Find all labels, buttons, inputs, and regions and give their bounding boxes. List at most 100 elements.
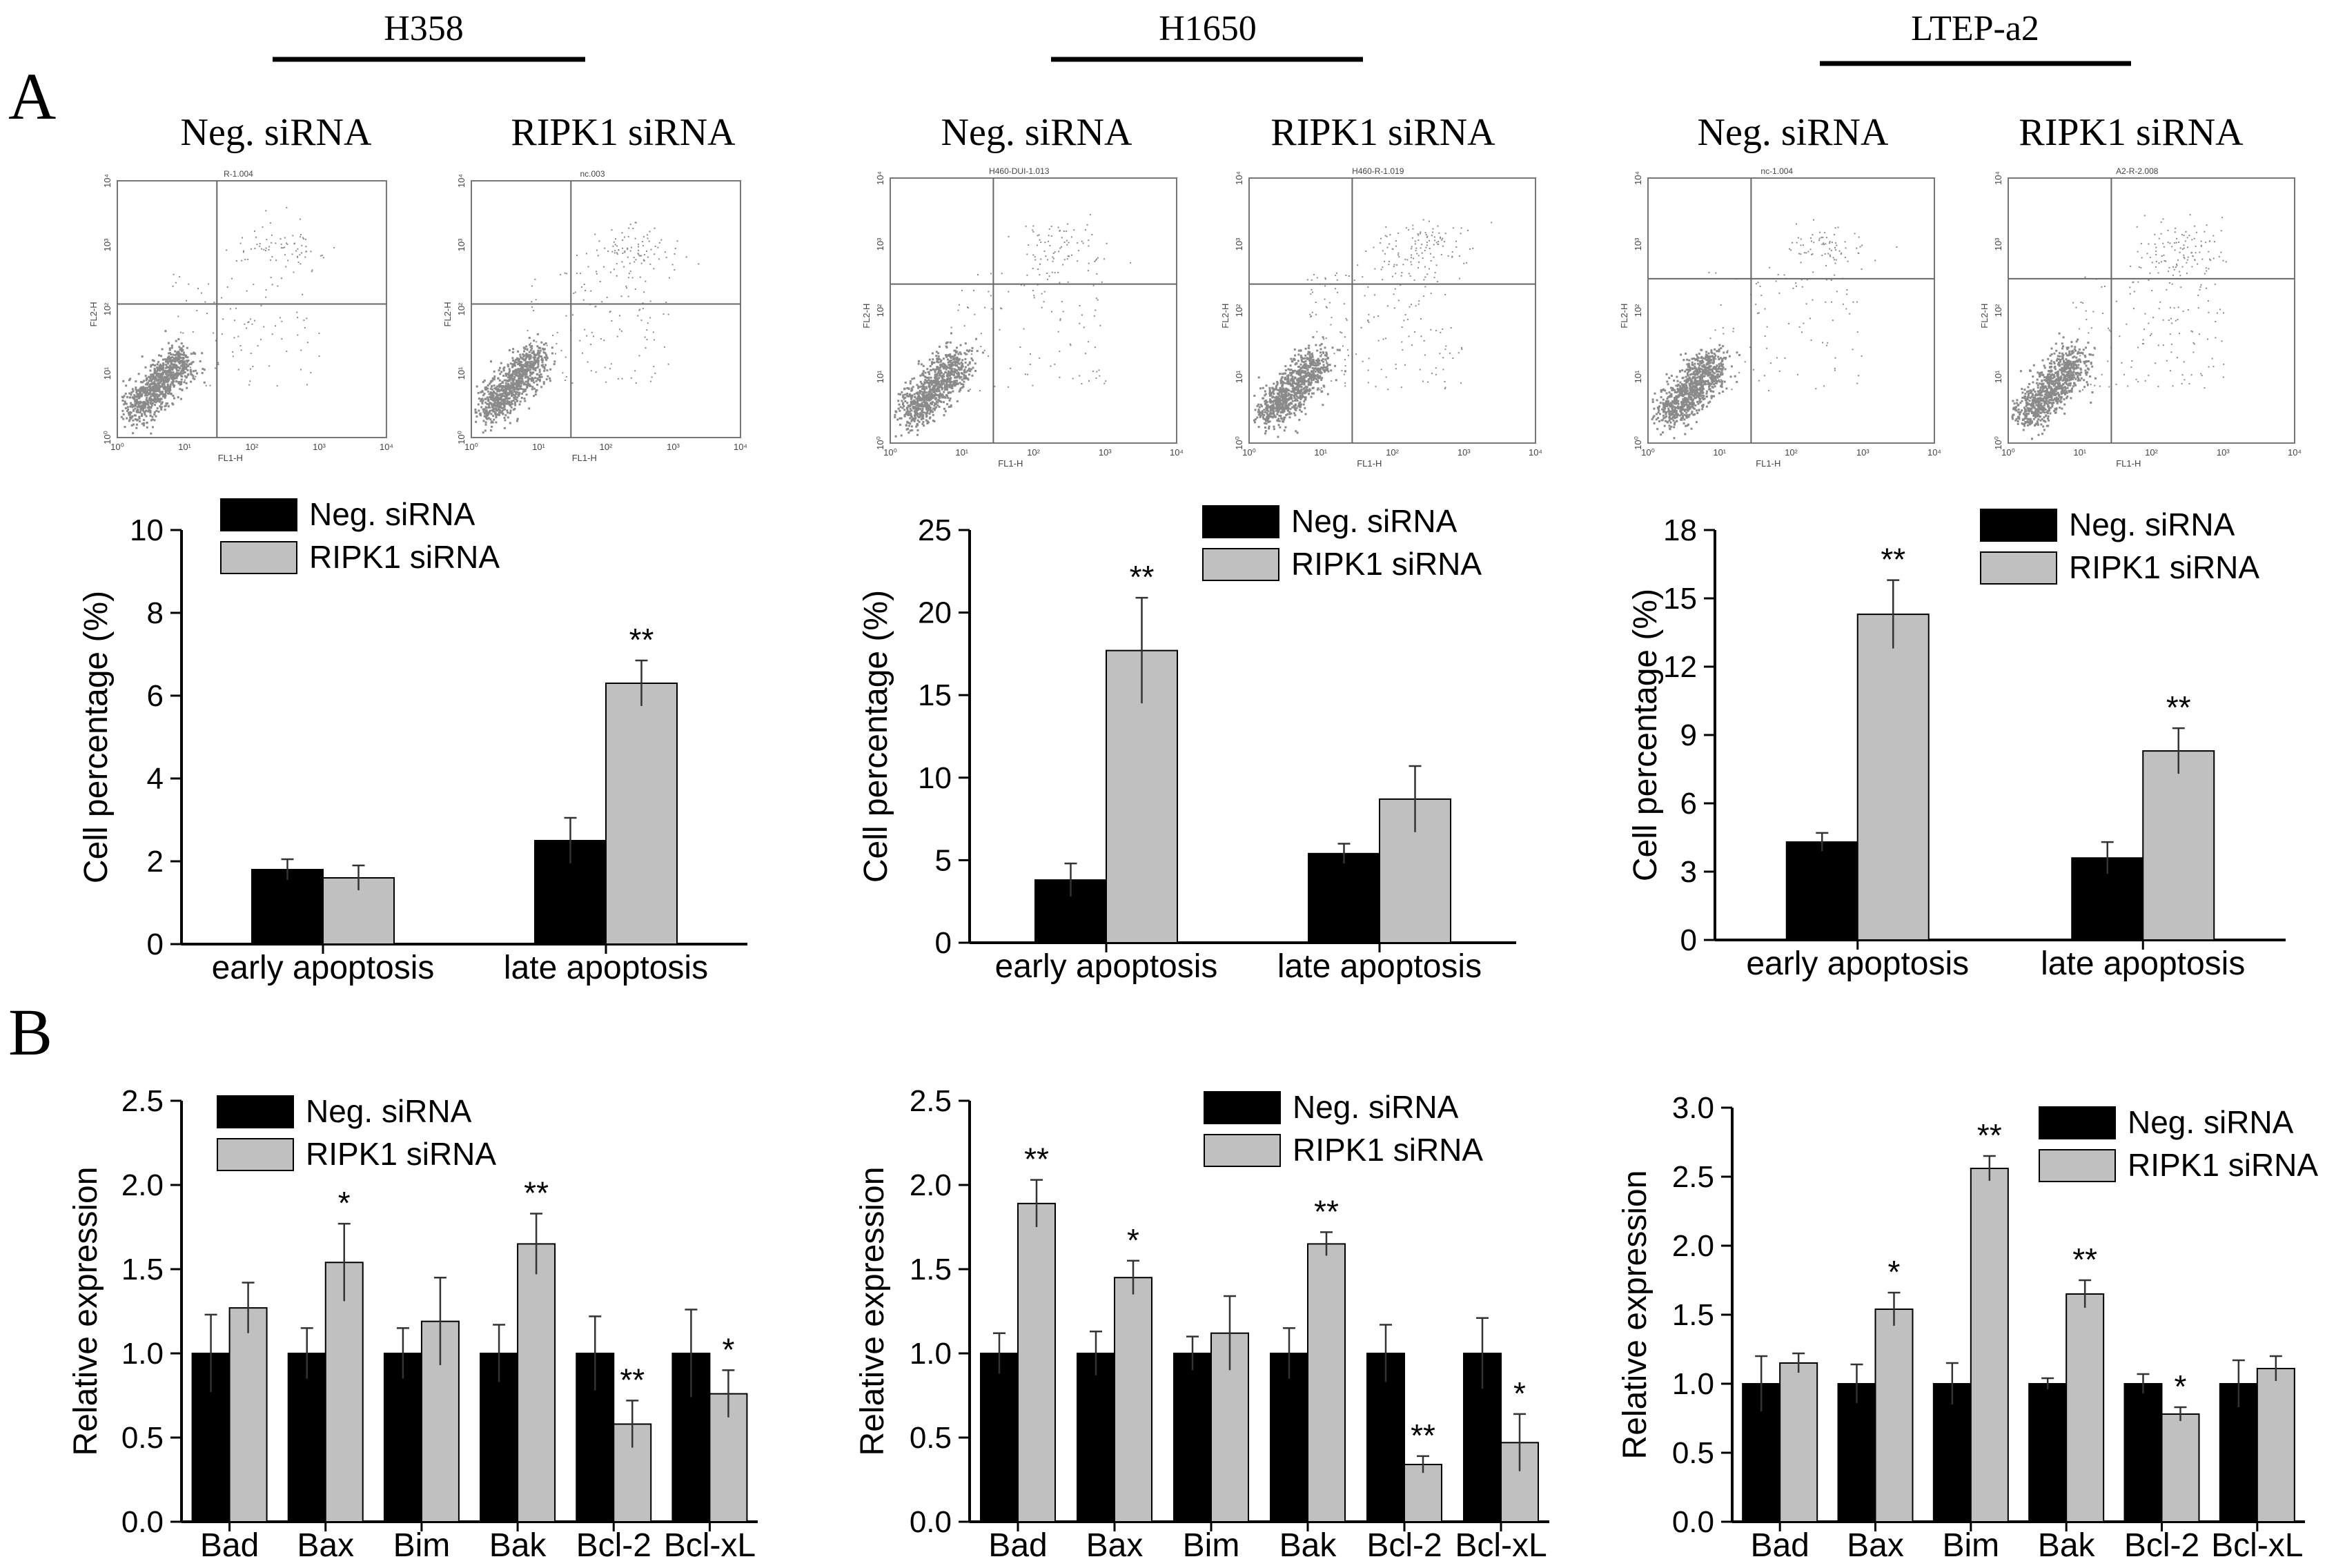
- flow-event: [938, 377, 941, 380]
- flow-event: [950, 363, 952, 366]
- flow-event: [506, 373, 509, 375]
- flow-event: [1322, 336, 1324, 339]
- flow-event: [1665, 392, 1668, 395]
- flow-event: [181, 389, 184, 391]
- flow-event: [507, 365, 509, 368]
- flow-event: [523, 350, 525, 353]
- flow-event: [1680, 417, 1682, 420]
- flow-event: [1286, 398, 1289, 401]
- flow-event: [540, 373, 542, 375]
- flow-event: [271, 256, 273, 258]
- flow-event: [616, 263, 618, 265]
- flow-event: [1287, 374, 1290, 377]
- flow-event: [922, 386, 925, 389]
- flow-event: [1289, 364, 1292, 367]
- flow-x-tick-label: 10¹: [532, 442, 545, 452]
- flow-event: [923, 405, 925, 407]
- flow-event: [905, 411, 908, 413]
- flow-event: [512, 393, 515, 396]
- flow-event: [1685, 414, 1687, 417]
- flow-event: [945, 355, 948, 358]
- flow-event: [160, 375, 163, 378]
- flow-event: [1299, 367, 1302, 369]
- flow-event: [1401, 326, 1403, 328]
- flow-event: [1717, 370, 1720, 373]
- flow-event: [170, 360, 173, 362]
- flow-event: [175, 380, 177, 382]
- flow-event: [1097, 299, 1099, 301]
- flow-event: [551, 352, 553, 355]
- flow-event: [511, 363, 514, 366]
- flow-event: [165, 364, 168, 366]
- flow-y-tick-label: 10⁰: [1234, 436, 1244, 450]
- flow-event: [1406, 318, 1409, 320]
- flow-event: [513, 363, 516, 366]
- flow-event: [1063, 242, 1066, 243]
- flow-event: [1662, 431, 1664, 434]
- flow-event: [1330, 324, 1332, 326]
- flow-event: [1673, 380, 1676, 382]
- flow-event: [1690, 427, 1693, 430]
- flow-event: [645, 280, 647, 282]
- flow-event: [990, 308, 992, 310]
- flow-event: [904, 381, 907, 384]
- flow-event: [135, 380, 137, 383]
- flow-x-tick-label: 10⁰: [110, 442, 124, 452]
- flow-event: [954, 360, 957, 363]
- flow-event: [1043, 301, 1045, 303]
- flow-event: [522, 354, 525, 357]
- flow-event: [1435, 367, 1437, 369]
- flow-event: [1323, 366, 1326, 369]
- flow-event: [153, 391, 155, 393]
- flow-event: [128, 392, 131, 395]
- flow-event: [1377, 315, 1380, 317]
- flow-event: [943, 363, 946, 366]
- flow-event: [121, 409, 124, 412]
- flow-event: [1101, 281, 1103, 283]
- flow-event: [179, 360, 181, 362]
- flow-event: [159, 393, 162, 395]
- flow-event: [1313, 364, 1316, 366]
- flow-event: [624, 251, 626, 252]
- flow-event: [127, 411, 130, 414]
- flow-event: [1273, 425, 1275, 428]
- flow-event: [1680, 401, 1682, 404]
- flow-event: [1310, 357, 1313, 360]
- flow-event: [1713, 383, 1715, 386]
- flow-event: [1280, 378, 1283, 380]
- flow-event: [1010, 367, 1012, 369]
- flow-event: [921, 411, 924, 414]
- flow-event: [538, 374, 541, 377]
- flow-event: [1384, 253, 1386, 255]
- flow-event: [1325, 355, 1328, 357]
- flow-event: [504, 373, 507, 375]
- flow-event: [1353, 280, 1355, 282]
- flow-event: [496, 398, 499, 401]
- flow-event: [1414, 243, 1416, 245]
- flow-x-tick-label: 10¹: [955, 447, 968, 458]
- flow-event: [146, 386, 149, 389]
- flow-event: [284, 246, 286, 248]
- flow-event: [1458, 352, 1460, 354]
- flow-event: [475, 385, 478, 388]
- flow-event: [922, 370, 925, 373]
- flow-event: [509, 404, 512, 407]
- flow-event: [540, 355, 542, 357]
- flow-event: [947, 397, 950, 399]
- flow-event: [1684, 433, 1687, 435]
- flow-event: [945, 382, 948, 385]
- flow-event: [930, 409, 933, 412]
- flow-event: [1264, 402, 1267, 405]
- flow-event: [616, 275, 618, 277]
- flow-event: [178, 373, 181, 375]
- flow-event: [478, 413, 481, 415]
- flow-event: [907, 413, 910, 416]
- flow-event: [1276, 383, 1279, 386]
- flow-event: [1714, 378, 1716, 380]
- flow-event: [121, 400, 124, 402]
- flow-event: [179, 381, 181, 384]
- flow-event: [244, 259, 246, 260]
- flow-event: [1695, 368, 1698, 371]
- flow-event: [146, 422, 148, 424]
- flow-event: [543, 369, 546, 372]
